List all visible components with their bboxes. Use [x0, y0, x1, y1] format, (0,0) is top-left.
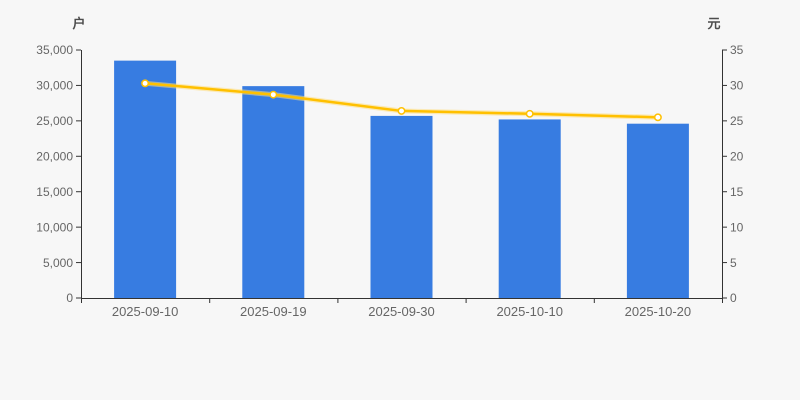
right-axis-tick-label: 10 [730, 220, 744, 234]
x-tick-label-2025-09-19: 2025-09-19 [240, 304, 307, 319]
left-axis-unit-label: 户 [72, 16, 86, 31]
line-point-2025-09-19[interactable] [269, 90, 278, 99]
right-axis-tick-label: 5 [730, 256, 737, 270]
x-tick-label-2025-09-10: 2025-09-10 [112, 304, 179, 319]
bar-2025-09-19[interactable] [242, 86, 305, 298]
x-tick-label-2025-10-10: 2025-10-10 [496, 304, 563, 319]
left-axis-tick-label: 10,000 [36, 220, 73, 234]
x-tick-label-2025-10-20: 2025-10-20 [625, 304, 692, 319]
line-point-2025-09-10[interactable] [141, 79, 150, 88]
right-axis-tick-label: 20 [730, 149, 744, 163]
left-axis-tick-label: 30,000 [36, 79, 73, 93]
right-axis-tick-label: 15 [730, 185, 744, 199]
bar-2025-09-30[interactable] [370, 115, 433, 298]
right-axis-unit-label: 元 [707, 16, 721, 31]
bar-2025-10-20[interactable] [626, 123, 689, 298]
x-tick-label-2025-09-30: 2025-09-30 [368, 304, 435, 319]
right-axis-tick-label: 0 [730, 291, 737, 305]
left-axis-tick-label: 15,000 [36, 185, 73, 199]
left-axis-tick-label: 0 [66, 291, 73, 305]
line-point-2025-10-20[interactable] [653, 113, 662, 122]
right-axis-tick-label: 35 [730, 43, 744, 57]
bar-2025-10-10[interactable] [498, 119, 561, 298]
bar-2025-09-10[interactable] [114, 60, 177, 298]
left-axis-tick-label: 25,000 [36, 114, 73, 128]
line-point-2025-10-10[interactable] [525, 109, 534, 118]
left-axis-tick-label: 5,000 [43, 256, 73, 270]
left-axis-tick-label: 20,000 [36, 149, 73, 163]
right-axis-tick-label: 30 [730, 79, 744, 93]
right-axis-tick-label: 25 [730, 114, 744, 128]
line-point-2025-09-30[interactable] [397, 106, 406, 115]
left-axis-tick-label: 35,000 [36, 43, 73, 57]
